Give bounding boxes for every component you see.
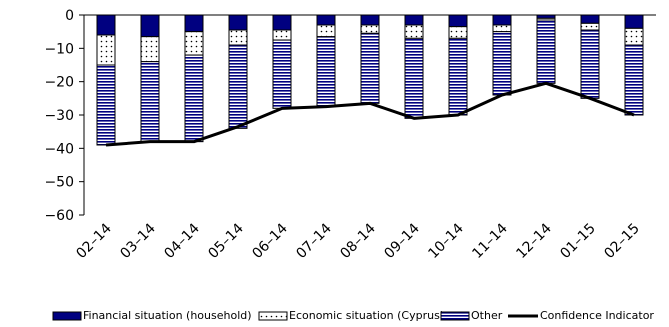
x-tick-label: 06–14 bbox=[249, 220, 291, 262]
bar-segment-1-04-14 bbox=[184, 14, 204, 33]
bar-segment-2-02-14 bbox=[96, 34, 116, 66]
bar-segment-2-07-14 bbox=[316, 24, 336, 38]
x-tick-label: 12–14 bbox=[513, 220, 555, 262]
y-tick-label: −50 bbox=[44, 175, 74, 191]
y-tick-label: 0 bbox=[65, 8, 74, 24]
bar-segment-1-02-14 bbox=[96, 14, 116, 36]
bar-segment-1-06-14 bbox=[272, 14, 292, 31]
legend-label-4: Confidence Indicator bbox=[540, 309, 654, 322]
bar-segment-3-10-14 bbox=[448, 37, 468, 116]
x-tick-label: 07–14 bbox=[293, 220, 335, 262]
legend-label-3: Other bbox=[471, 309, 503, 322]
bar-segment-3-04-14 bbox=[184, 54, 204, 143]
bar-segment-1-05-14 bbox=[228, 14, 248, 31]
y-tick-label: −40 bbox=[44, 141, 74, 157]
bar-segment-3-05-14 bbox=[228, 44, 248, 129]
x-tick-label: 01–15 bbox=[557, 221, 598, 262]
x-tick-label: 02–15 bbox=[601, 221, 642, 262]
y-tick-label: −30 bbox=[44, 108, 74, 124]
x-tick-label: 10–14 bbox=[425, 220, 467, 262]
bar-segment-3-06-14 bbox=[272, 39, 292, 109]
x-tick-label: 02–14 bbox=[73, 220, 115, 262]
bar-segment-3-03-14 bbox=[140, 61, 160, 143]
legend-label-2: Economic situation (Cyprus) bbox=[289, 309, 444, 322]
bar-segment-1-01-15 bbox=[580, 14, 600, 24]
bar-segment-1-10-14 bbox=[448, 14, 468, 28]
bar-segment-1-07-14 bbox=[316, 14, 336, 26]
legend-swatch-2 bbox=[258, 311, 288, 321]
y-tick-label: −10 bbox=[44, 41, 74, 57]
bar-segment-3-11-14 bbox=[492, 31, 512, 96]
bar-segment-2-06-14 bbox=[272, 29, 292, 41]
bar-segment-2-09-14 bbox=[404, 24, 424, 39]
bar-segment-3-01-15 bbox=[580, 29, 600, 99]
bar-segment-2-04-14 bbox=[184, 31, 204, 56]
legend: Financial situation (household) Economic … bbox=[52, 309, 654, 322]
x-tick-label: 03–14 bbox=[117, 220, 159, 262]
y-tick-label: −60 bbox=[44, 208, 74, 224]
x-tick-label: 09–14 bbox=[381, 220, 423, 262]
confidence-indicator-line bbox=[105, 81, 635, 147]
bar-segment-1-09-14 bbox=[404, 14, 424, 26]
bar-segment-2-01-15 bbox=[580, 22, 600, 31]
legend-label-1: Financial situation (household) bbox=[83, 309, 252, 322]
x-tick-label: 08–14 bbox=[337, 220, 379, 262]
bar-segment-2-03-14 bbox=[140, 36, 160, 63]
bar-segment-3-08-14 bbox=[360, 32, 380, 104]
plot-area bbox=[96, 14, 644, 147]
bar-segment-2-08-14 bbox=[360, 24, 380, 34]
bar-segment-3-02-14 bbox=[96, 64, 116, 146]
bar-segment-2-10-14 bbox=[448, 26, 468, 39]
y-tick-label: −20 bbox=[44, 75, 74, 91]
bar-segment-1-02-15 bbox=[624, 14, 644, 29]
bar-segment-3-07-14 bbox=[316, 36, 336, 108]
bar-segment-2-11-14 bbox=[492, 24, 512, 33]
bar-segment-3-09-14 bbox=[404, 37, 424, 119]
bar-segment-2-05-14 bbox=[228, 29, 248, 46]
bar-segment-3-02-15 bbox=[624, 44, 644, 116]
x-tick-label: 04–14 bbox=[161, 220, 203, 262]
bar-segment-1-03-14 bbox=[140, 14, 160, 38]
legend-swatch-3 bbox=[440, 311, 470, 321]
bar-segment-1-11-14 bbox=[492, 14, 512, 26]
bar-segment-1-08-14 bbox=[360, 14, 380, 26]
bar-segment-3-12-14 bbox=[536, 19, 556, 84]
legend-swatch-1 bbox=[52, 311, 82, 321]
x-tick-label: 05–14 bbox=[205, 220, 247, 262]
x-tick-label: 11–14 bbox=[469, 220, 511, 262]
bar-segment-2-02-15 bbox=[624, 27, 644, 46]
